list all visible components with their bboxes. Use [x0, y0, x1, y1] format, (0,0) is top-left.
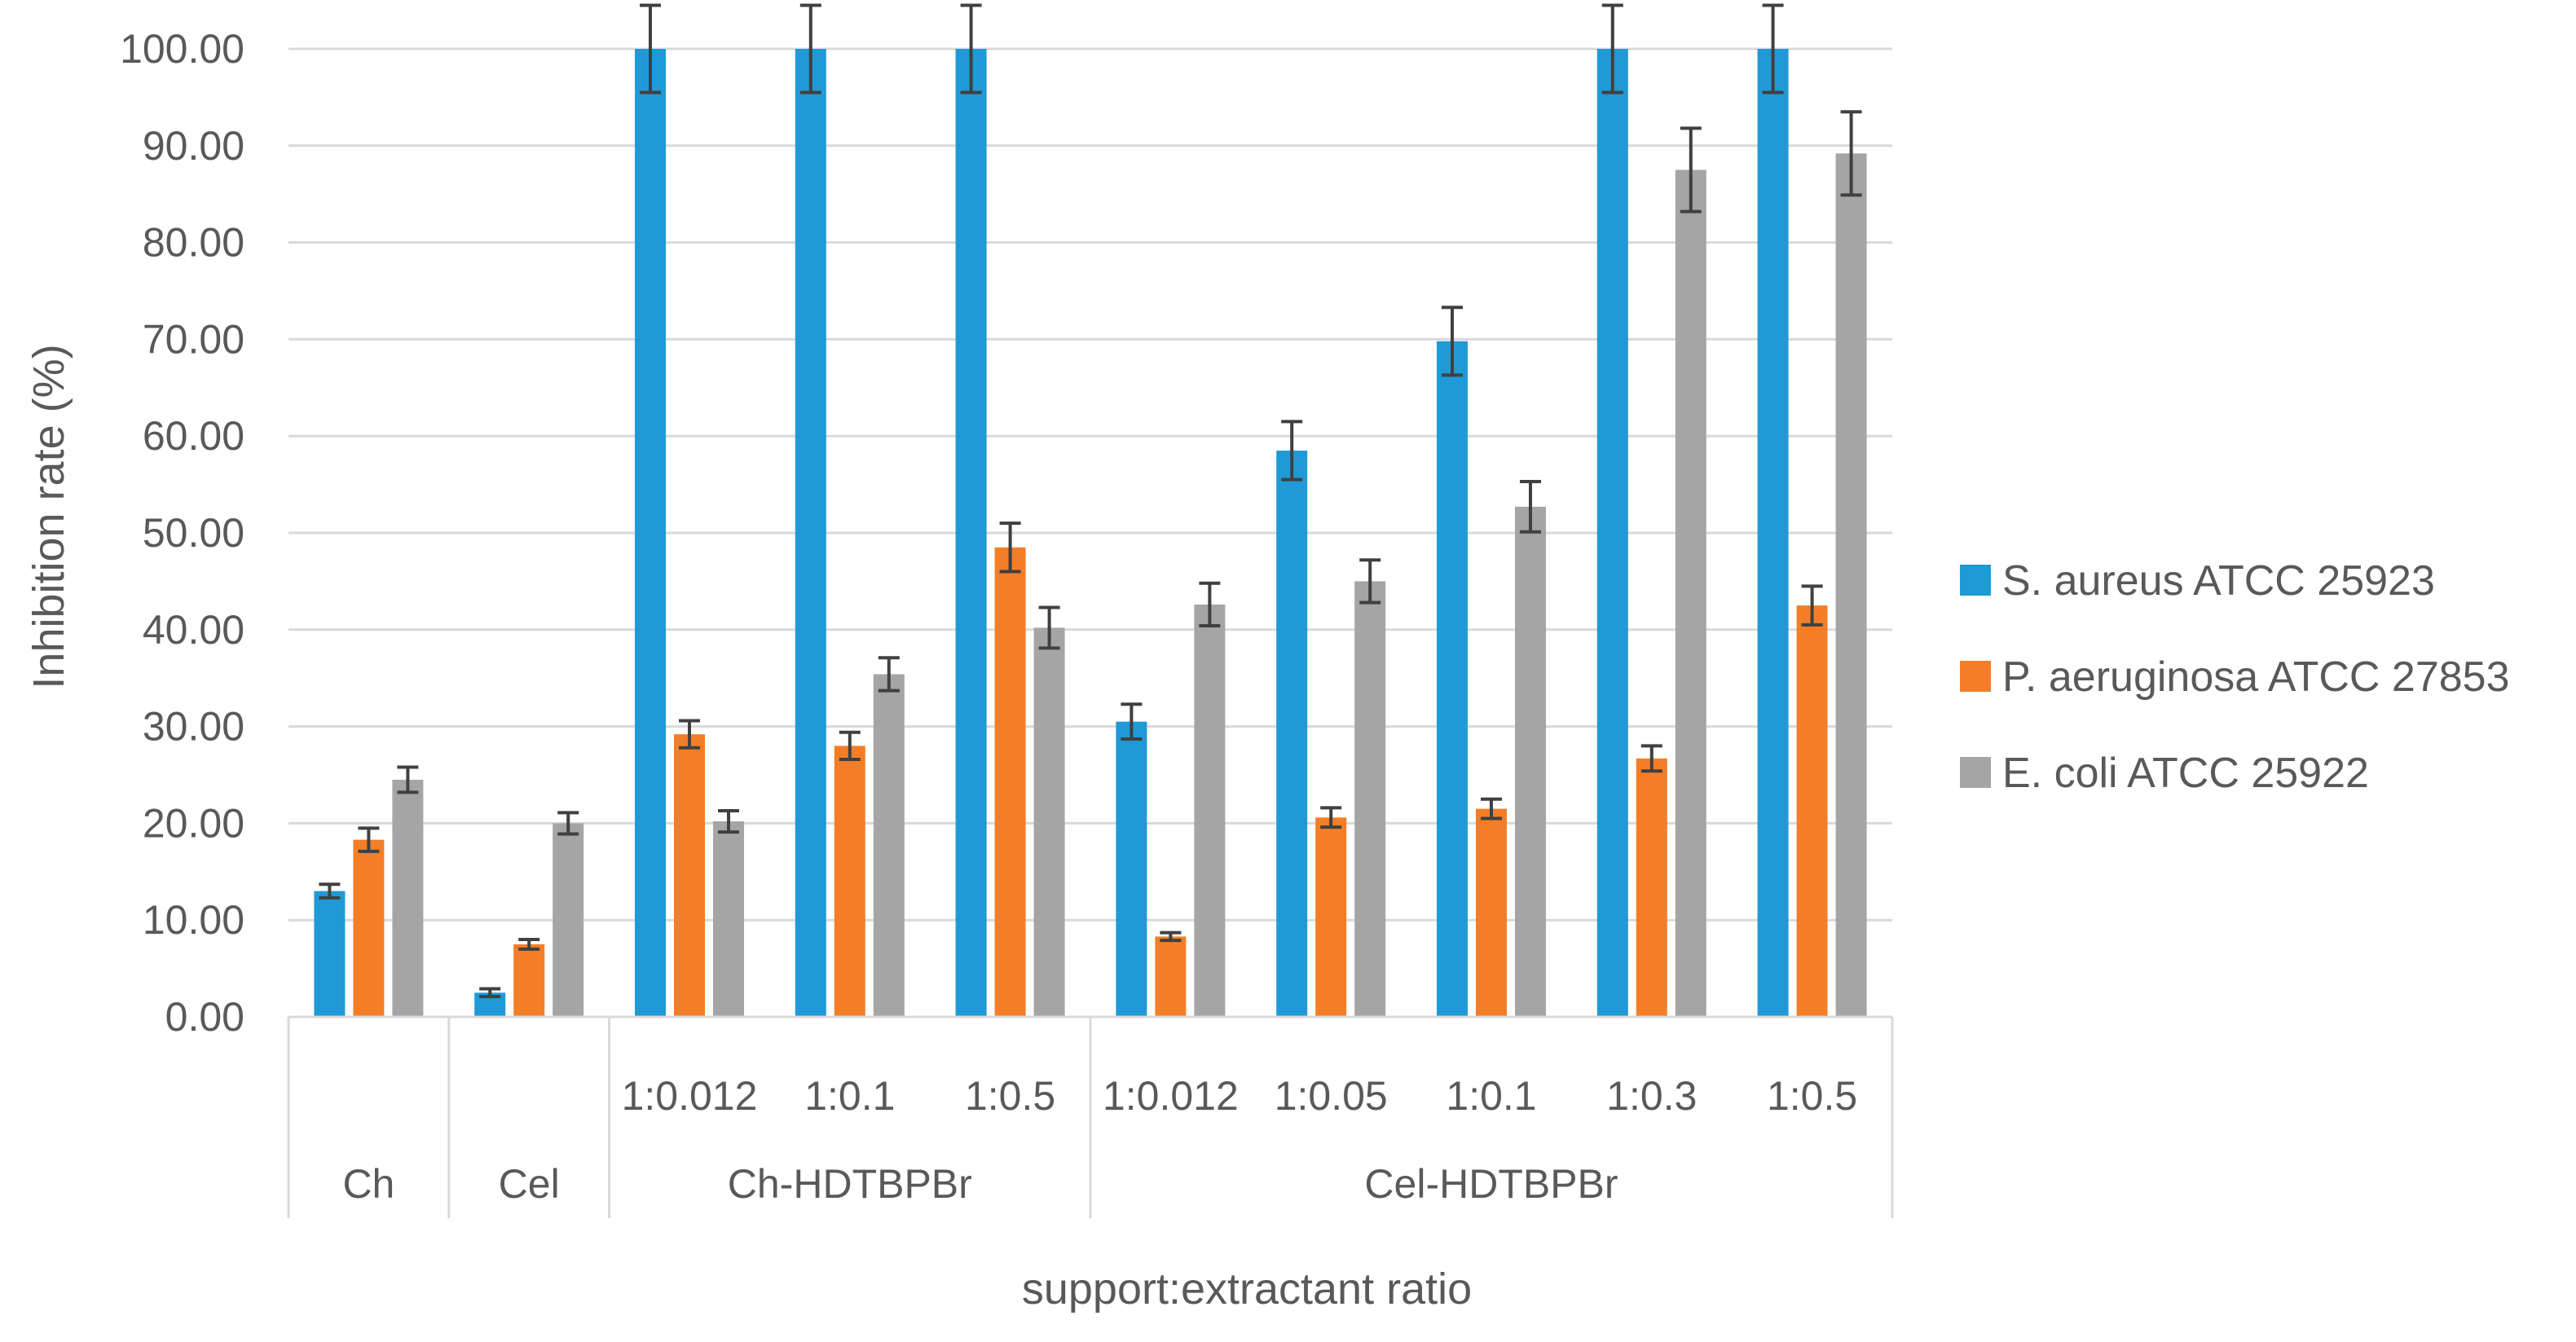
bar	[1437, 341, 1468, 1017]
bar	[1835, 153, 1867, 1018]
error-bars	[319, 3, 1862, 999]
legend-swatch	[1960, 565, 1991, 596]
x-tick-label: 1:0.3	[1606, 1073, 1697, 1119]
bar	[1033, 627, 1065, 1017]
x-tick-label: 1:0.1	[804, 1073, 895, 1119]
x-axis-title: support:extractant ratio	[1022, 1265, 1472, 1313]
x-group-label: Cel-HDTBPBr	[1364, 1161, 1618, 1207]
bar	[553, 823, 584, 1017]
bar	[314, 891, 346, 1017]
bar	[1796, 605, 1828, 1017]
x-tick-label: 1:0.05	[1275, 1073, 1388, 1119]
y-tick-label: 10.00	[143, 897, 244, 943]
y-tick-label: 0.00	[165, 994, 244, 1040]
bar	[674, 734, 705, 1017]
x-tick-label: 1:0.012	[622, 1073, 758, 1119]
y-tick-label: 70.00	[143, 316, 244, 362]
y-tick-label: 40.00	[143, 607, 244, 653]
bar	[1596, 49, 1628, 1017]
y-tick-label: 30.00	[143, 704, 244, 750]
bar	[1194, 604, 1226, 1017]
bar	[1675, 169, 1706, 1017]
bar	[834, 746, 865, 1017]
bar	[873, 674, 905, 1017]
bars	[314, 49, 1867, 1018]
bar	[1476, 808, 1507, 1017]
x-group-label: Cel	[499, 1161, 560, 1207]
bar	[1515, 506, 1546, 1017]
legend-label: S. aureus ATCC 25923	[2002, 557, 2435, 605]
bar	[955, 49, 987, 1017]
bar	[1354, 581, 1386, 1017]
bar	[353, 839, 385, 1017]
x-axis: Ch Cel 1:0.012 1:0.1 1:0.5 Ch-HDTBPBr 1:0.012 1…	[287, 1015, 1894, 1218]
bar	[392, 779, 424, 1017]
y-tick-label: 50.00	[143, 510, 244, 556]
bar	[1276, 451, 1308, 1017]
legend: S. aureus ATCC 25923 P. aeruginosa ATCC 2…	[1960, 557, 2510, 797]
x-group-label: Ch-HDTBPBr	[728, 1161, 972, 1207]
bar	[513, 944, 545, 1017]
y-tick-label: 20.00	[143, 800, 244, 846]
legend-label: P. aeruginosa ATCC 27853	[2002, 653, 2510, 701]
bar	[635, 49, 666, 1017]
x-tick-label: 1:0.1	[1446, 1073, 1536, 1119]
y-tick-label: 100.00	[120, 26, 244, 72]
y-tick-label: 90.00	[143, 123, 244, 169]
y-axis-title: Inhibition rate (%)	[24, 344, 73, 689]
y-tick-label: 80.00	[143, 220, 244, 266]
x-tick-label: 1:0.5	[1767, 1073, 1857, 1119]
bar	[1155, 936, 1187, 1017]
bar	[994, 547, 1026, 1017]
legend-label: E. coli ATCC 25922	[2002, 750, 2369, 797]
legend-swatch	[1960, 757, 1991, 788]
bar	[1116, 721, 1147, 1017]
legend-swatch	[1960, 661, 1991, 692]
y-tick-label: 60.00	[143, 413, 244, 459]
bar	[1757, 49, 1789, 1017]
bar	[1315, 817, 1347, 1017]
x-tick-label: 1:0.012	[1103, 1073, 1239, 1119]
bar	[1636, 758, 1667, 1017]
bar	[713, 821, 744, 1017]
bar	[795, 49, 826, 1017]
x-tick-label: 1:0.5	[965, 1073, 1055, 1119]
x-group-label: Ch	[342, 1161, 394, 1207]
y-tick-labels: 0.00 10.00 20.00 30.00 40.00 50.00 60.00 70.00 8…	[120, 26, 244, 1040]
